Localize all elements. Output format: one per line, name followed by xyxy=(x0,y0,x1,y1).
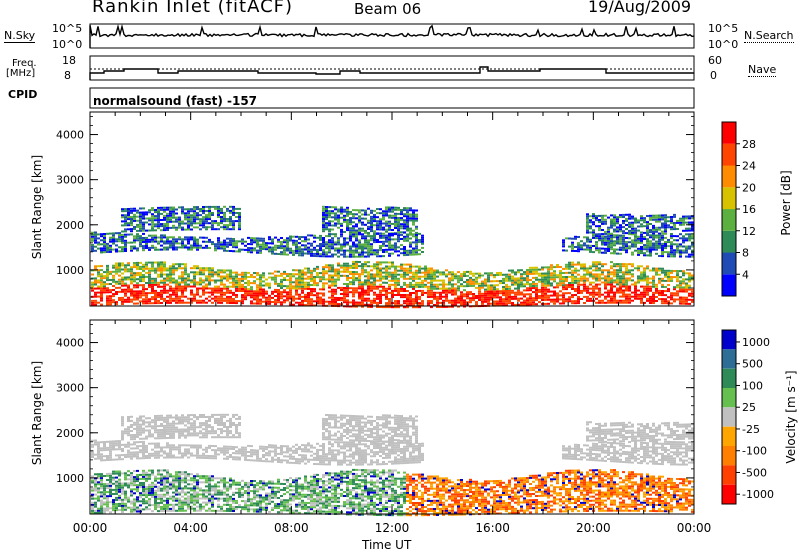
velocity-colorbar-tick-label-1: 500 xyxy=(742,358,763,371)
x-tick-label-3: 12:00 xyxy=(375,521,410,535)
freq-tick-bottom: 8 xyxy=(64,69,71,82)
power-colorbar-tick-label-2: 12 xyxy=(742,225,756,238)
nave-label: Nave xyxy=(748,63,777,77)
velocity-panel-ytick-label-2000: 2000 xyxy=(56,427,84,440)
x-axis-label: Time UT xyxy=(362,538,412,552)
velocity-colorbar-swatch-8 xyxy=(722,484,736,504)
date-label: 19/Aug/2009 xyxy=(588,0,692,16)
velocity-colorbar-tick-label-4: -25 xyxy=(742,423,760,436)
velocity-colorbar-swatch-7 xyxy=(722,465,736,485)
power-colorbar-tick-label-4: 20 xyxy=(742,181,756,194)
power-panel-ytick-label-3000: 3000 xyxy=(56,174,84,187)
velocity-colorbar-swatch-4 xyxy=(722,407,736,427)
velocity-colorbar-swatch-6 xyxy=(722,446,736,466)
velocity-colorbar-swatch-3 xyxy=(722,388,736,408)
power-colorbar-tick-label-0: 4 xyxy=(742,268,749,281)
velocity-colorbar-tick-label-7: -1000 xyxy=(742,488,774,501)
x-tick-label-1: 04:00 xyxy=(173,521,208,535)
cpid-text: normalsound (fast) -157 xyxy=(93,94,258,108)
power-colorbar-swatch-4 xyxy=(722,187,736,210)
x-tick-label-4: 16:00 xyxy=(475,521,510,535)
freq-panel-frame xyxy=(89,55,695,81)
power-colorbar-swatch-5 xyxy=(722,165,736,188)
power-colorbar-tick-label-1: 8 xyxy=(742,247,749,260)
x-tick-label-0: 00:00 xyxy=(73,521,108,535)
power-colorbar-tick-label-5: 24 xyxy=(742,160,756,173)
nsky-line xyxy=(89,23,695,48)
power-colorbar-swatch-7 xyxy=(722,122,736,144)
velocity-colorbar-swatch-2 xyxy=(722,368,736,388)
velocity-colorbar-swatch-1 xyxy=(722,349,736,369)
velocity-colorbar-tick-label-3: 25 xyxy=(742,401,756,414)
cpid-panel-frame xyxy=(89,87,695,109)
cpid-label: CPID xyxy=(8,88,38,101)
power-panel-ytick-label-4000: 4000 xyxy=(56,129,84,142)
freq-unit: [MHz] xyxy=(6,68,36,79)
velocity-colorbar-tick-label-0: 1000 xyxy=(742,336,770,349)
velocity-panel-ytick-label-3000: 3000 xyxy=(56,382,84,395)
velocity-colorbar-swatch-5 xyxy=(722,426,736,446)
power-colorbar-tick-label-6: 28 xyxy=(742,138,756,151)
freq-label: Freq. xyxy=(12,58,37,69)
power-colorbar-swatch-3 xyxy=(722,209,736,231)
power-colorbar-swatch-0 xyxy=(722,274,736,297)
nsearch-label: N.Search xyxy=(744,29,794,43)
power-colorbar-swatch-2 xyxy=(722,230,736,253)
power-colorbar-tick-label-3: 16 xyxy=(742,203,756,216)
frequency-line xyxy=(89,66,694,80)
power-panel-ytick-label-1000: 1000 xyxy=(56,264,84,277)
power-panel-cells xyxy=(91,205,694,309)
velocity-panel-ytick-label-4000: 4000 xyxy=(56,337,84,350)
velocity-colorbar-tick-label-2: 100 xyxy=(742,379,763,392)
beam-label: Beam 06 xyxy=(354,0,422,18)
velocity-colorbar-swatch-0 xyxy=(722,330,736,350)
power-colorbar-swatch-1 xyxy=(722,252,736,275)
freq-tick-top: 18 xyxy=(62,54,76,67)
x-tick-label-6: 00:00 xyxy=(677,521,712,535)
sky-tick-right-top: 10^5 xyxy=(708,22,739,35)
x-tick-label-5: 20:00 xyxy=(576,521,611,535)
power-colorbar-swatch-6 xyxy=(722,143,736,166)
x-tick-label-2: 08:00 xyxy=(274,521,309,535)
sky-tick-left-top: 10^5 xyxy=(52,22,83,35)
velocity-colorbar-tick-label-5: -100 xyxy=(742,445,767,458)
velocity-panel-ytick-label-1000: 1000 xyxy=(56,472,84,485)
nave-tick-top: 60 xyxy=(708,54,722,67)
velocity-colorbar-tick-label-6: -500 xyxy=(742,466,767,479)
sky-tick-left-bottom: 10^0 xyxy=(52,38,83,51)
nave-tick-bottom: 0 xyxy=(710,69,717,82)
sky-tick-right-bottom: 10^0 xyxy=(708,38,739,51)
plot-title: Rankin Inlet (fitACF) xyxy=(92,0,294,17)
power-panel-ytick-label-2000: 2000 xyxy=(56,219,84,232)
nsky-label: N.Sky xyxy=(4,29,36,43)
velocity-colorbar-frame xyxy=(721,329,737,505)
velocity-panel-cells xyxy=(91,413,694,517)
